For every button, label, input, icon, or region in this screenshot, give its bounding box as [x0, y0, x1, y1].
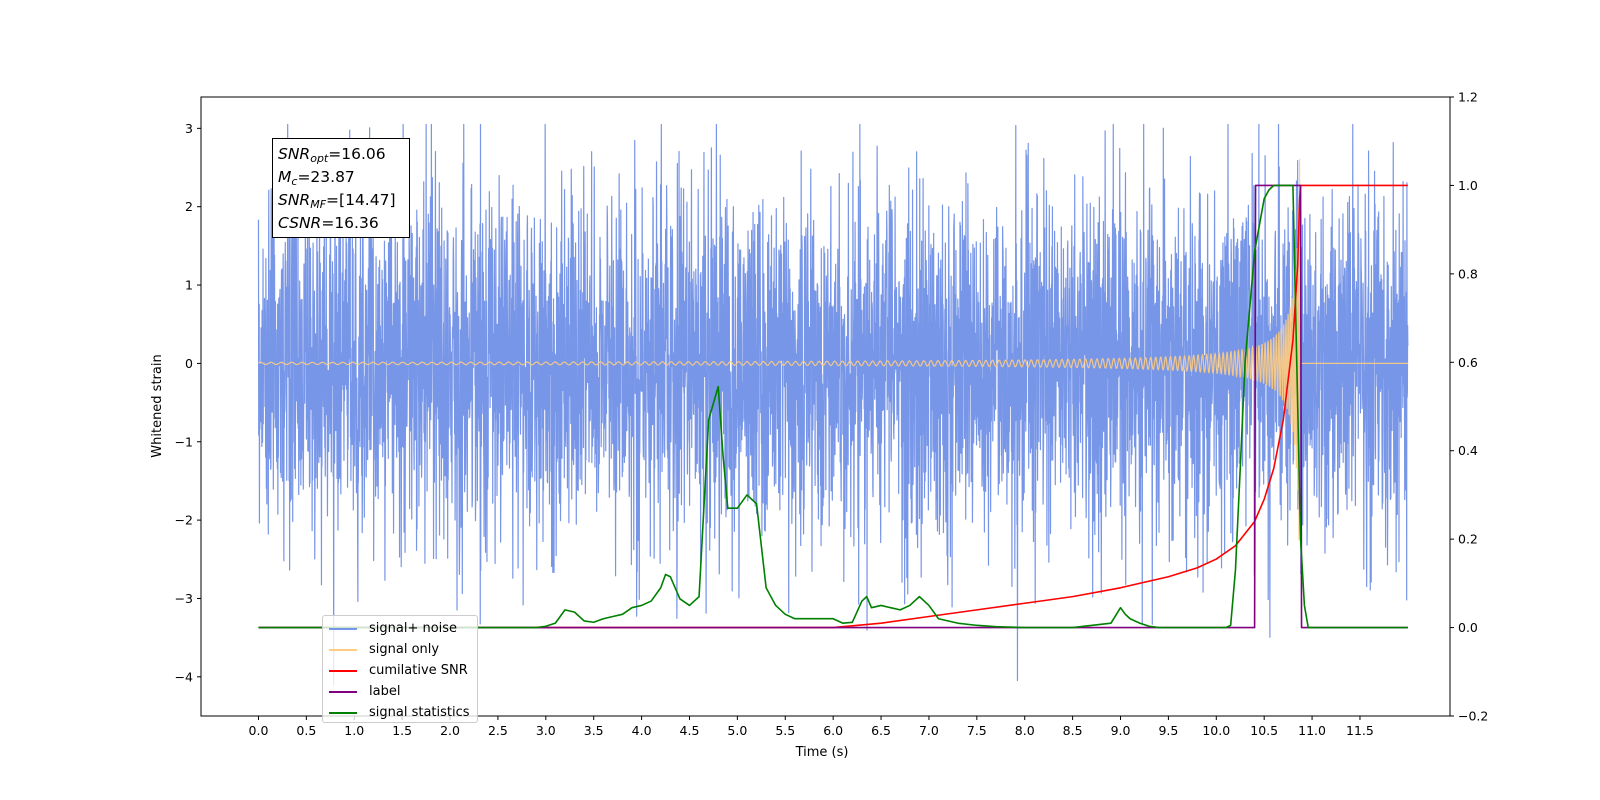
legend-entry-signal-statistics: signal statistics [329, 702, 477, 723]
y-tick-label: −4 [175, 669, 193, 684]
x-tick-label: 6.0 [823, 723, 843, 738]
x-tick-label: 5.0 [727, 723, 747, 738]
legend-entry-signal-noise: signal+ noise [329, 618, 477, 639]
x-axis: 0.0 0.5 1.0 1.5 2.0 2.5 3.0 3.5 4.0 4.5 5.0 5.5 6.0 6… [249, 716, 1374, 738]
y-tick-label: −1 [175, 434, 193, 449]
x-tick-label: 1.5 [392, 723, 412, 738]
y-tick-label: 1 [185, 278, 193, 293]
y2-tick-label: 0.8 [1458, 266, 1478, 281]
y2-tick-label: 0.0 [1458, 620, 1478, 635]
x-tick-label: 7.0 [919, 723, 939, 738]
x-tick-label: 9.5 [1158, 723, 1178, 738]
signal-noise-series [257, 123, 1409, 686]
x-axis-label: Time (s) [795, 745, 849, 760]
legend-label: label [369, 684, 401, 699]
signal-only-series [258, 159, 1408, 541]
csnr-line: CSNR=16.36 [278, 214, 379, 232]
x-tick-label: 10.5 [1250, 723, 1278, 738]
x-tick-label: 6.5 [871, 723, 891, 738]
legend-swatch [329, 648, 357, 651]
x-tick-label: 8.5 [1063, 723, 1083, 738]
cumulative-snr-line [258, 184, 1408, 629]
x-tick-label: 5.5 [775, 723, 795, 738]
signal-statistics-line [258, 184, 1408, 629]
legend-swatch [329, 627, 357, 630]
snr-mf-value: =[14.47] [326, 191, 396, 209]
legend-swatch [329, 669, 357, 672]
x-tick-label: 3.5 [584, 723, 604, 738]
mc-line: Mc=23.87 [278, 168, 355, 188]
legend-label: signal+ noise [369, 621, 458, 636]
y-axis-label: Whitened strain [150, 354, 165, 457]
x-tick-label: 8.0 [1015, 723, 1035, 738]
y-tick-label: 0 [185, 356, 193, 371]
legend-label: cumilative SNR [369, 663, 468, 678]
x-tick-label: 3.0 [536, 723, 556, 738]
x-tick-label: 2.0 [440, 723, 460, 738]
x-tick-label: 4.5 [680, 723, 700, 738]
snr-opt-value: =16.06 [328, 145, 386, 163]
snr-opt-line: SNRopt=16.06 [278, 145, 386, 165]
y2-tick-label: 0.2 [1458, 532, 1478, 547]
x-tick-label: 7.5 [967, 723, 987, 738]
y2-tick-label: 1.0 [1458, 178, 1478, 193]
x-tick-label: 4.0 [632, 723, 652, 738]
x-tick-label: 2.5 [488, 723, 508, 738]
y2-tick-label: 1.2 [1458, 90, 1478, 105]
x-tick-label: 1.0 [344, 723, 364, 738]
x-tick-label: 10.0 [1202, 723, 1230, 738]
mc-value: =23.87 [297, 168, 355, 186]
x-tick-label: 0.0 [249, 723, 269, 738]
y-tick-label: 2 [185, 199, 193, 214]
y-tick-label: 3 [185, 121, 193, 136]
y-tick-label: −2 [175, 513, 193, 528]
y-axis-left: −4 −3 −2 −1 0 1 2 3 [175, 121, 201, 684]
legend-entry-label: label [329, 681, 477, 702]
x-tick-label: 0.5 [296, 723, 316, 738]
legend: signal+ noise signal only cumilative SNR… [322, 615, 478, 723]
signal-only-line [258, 159, 1408, 541]
legend-swatch [329, 690, 357, 693]
x-tick-label: 11.0 [1298, 723, 1326, 738]
legend-entry-signal-only: signal only [329, 639, 477, 660]
csnr-value: =16.36 [321, 214, 379, 232]
y-axis-right: −0.2 0.0 0.2 0.4 0.6 0.8 1.0 1.2 [1450, 90, 1488, 724]
legend-label: signal statistics [369, 705, 470, 720]
x-tick-label: 11.5 [1346, 723, 1374, 738]
snr-mf-line: SNRMF=[14.47] [278, 191, 396, 211]
plot-frame [200, 96, 1451, 717]
signal-noise-line [257, 123, 1409, 686]
x-tick-label: 9.0 [1111, 723, 1131, 738]
y-tick-label: −3 [175, 591, 193, 606]
y2-tick-label: 0.4 [1458, 443, 1478, 458]
stats-annotation-box: SNRopt=16.06 Mc=23.87 SNRMF=[14.47] CSNR… [272, 138, 410, 238]
legend-entry-cumulative-snr: cumilative SNR [329, 660, 477, 681]
y2-tick-label: −0.2 [1458, 709, 1488, 724]
legend-swatch [329, 711, 357, 714]
legend-label: signal only [369, 642, 440, 657]
y2-tick-label: 0.6 [1458, 355, 1478, 370]
right-axis-series [258, 184, 1408, 629]
